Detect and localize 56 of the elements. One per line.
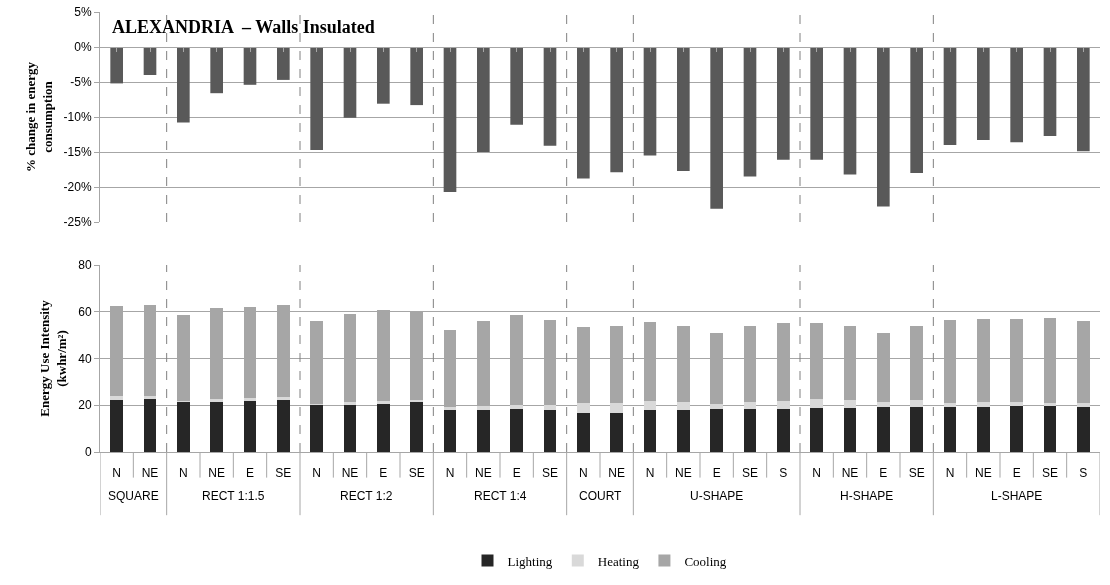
- y-tick-label: 5%: [74, 5, 92, 20]
- x-tick-label: NE: [841, 466, 859, 481]
- x-tick-label: SE: [541, 466, 559, 481]
- y-tick-label: 80: [78, 258, 92, 273]
- x-tick-label: E: [879, 466, 888, 481]
- x-tick-label: S: [779, 466, 788, 481]
- legend-label: Lighting: [507, 553, 553, 569]
- y-axis-title: % change in energy consumption: [22, 61, 55, 173]
- y-tick-label: -10%: [63, 110, 92, 125]
- y-tick-label: 60: [78, 304, 92, 319]
- x-tick-label: SE: [741, 466, 759, 481]
- x-tick-label: NE: [208, 466, 226, 481]
- x-tick-label: N: [178, 466, 188, 481]
- x-tick-label: NE: [474, 466, 492, 481]
- x-tick-label: N: [945, 466, 955, 481]
- x-tick-label: SE: [1041, 466, 1059, 481]
- x-tick-label: SE: [275, 466, 292, 481]
- x-tick-label: N: [578, 466, 588, 481]
- y-tick-label: 0: [84, 445, 92, 460]
- text: RECT 1:2: [340, 489, 393, 503]
- x-tick-label: E: [379, 466, 388, 481]
- text: RECT 1:1.5: [202, 489, 265, 503]
- y-tick-label: -15%: [63, 145, 92, 160]
- x-tick-label: N: [812, 466, 822, 481]
- x-tick-label: NE: [141, 466, 159, 481]
- x-tick-label: E: [512, 466, 521, 481]
- text: L-SHAPE: [991, 489, 1043, 503]
- x-tick-label: E: [245, 466, 255, 481]
- text: SQUARE: [108, 489, 159, 503]
- text: RECT 1:4: [474, 489, 527, 503]
- text: U-SHAPE: [690, 489, 744, 503]
- legend-label: Cooling: [684, 553, 727, 569]
- x-tick-label: N: [445, 466, 455, 481]
- x-tick-label: N: [312, 466, 322, 481]
- x-tick-label: E: [1012, 466, 1021, 481]
- legend-label: Heating: [597, 553, 640, 569]
- y-tick-label: -20%: [63, 180, 92, 195]
- x-tick-label: NE: [341, 466, 359, 481]
- y-tick-label: 40: [78, 351, 92, 366]
- annotation: ALEXANDRIA – Walls Insulated: [112, 17, 375, 37]
- x-tick-label: SE: [908, 466, 925, 481]
- x-tick-label: NE: [974, 466, 992, 481]
- x-tick-label: SE: [408, 466, 425, 481]
- y-tick-label: 20: [78, 398, 92, 413]
- y-tick-label: 0%: [74, 40, 92, 55]
- x-tick-label: E: [712, 466, 721, 481]
- y-axis-title: Energy Use Intensity (kwhr/m²): [37, 299, 70, 417]
- x-tick-label: N: [112, 466, 122, 481]
- y-tick-label: -5%: [70, 75, 92, 90]
- x-tick-label: NE: [674, 466, 692, 481]
- text: H-SHAPE: [840, 489, 894, 503]
- y-tick-label: -25%: [63, 215, 92, 230]
- x-tick-label: NE: [608, 466, 626, 481]
- x-tick-label: S: [1079, 466, 1088, 481]
- x-tick-label: N: [645, 466, 655, 481]
- text: COURT: [579, 489, 623, 503]
